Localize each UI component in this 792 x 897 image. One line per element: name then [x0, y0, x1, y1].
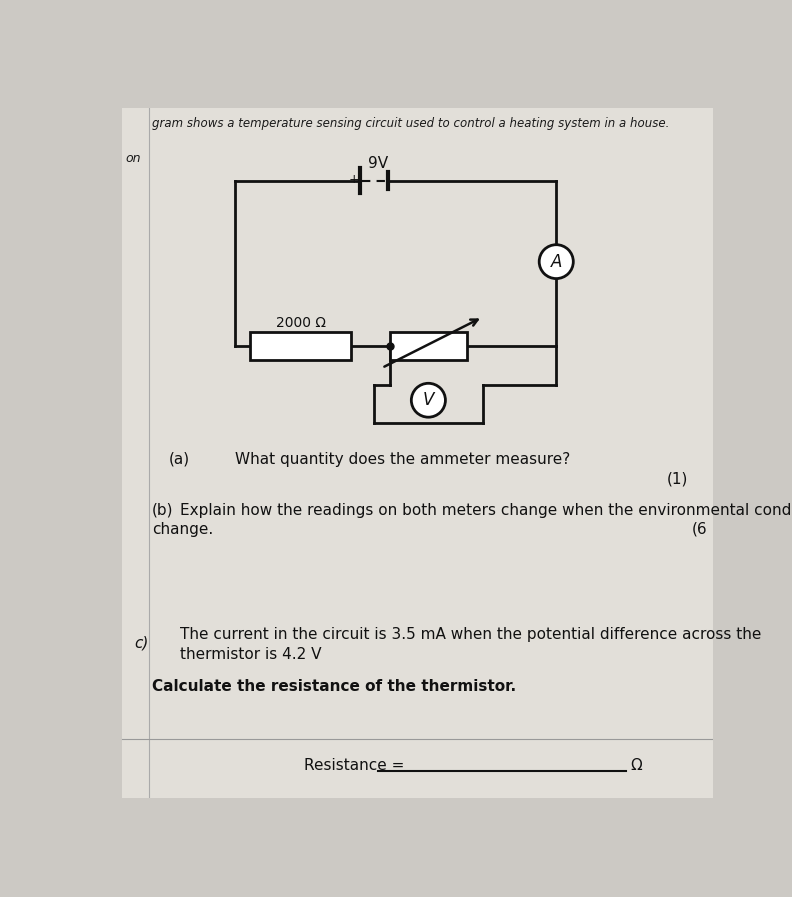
- Text: thermistor is 4.2 V: thermistor is 4.2 V: [181, 647, 322, 662]
- Circle shape: [411, 383, 445, 417]
- Text: 2000 Ω: 2000 Ω: [276, 317, 326, 330]
- Text: (6: (6: [691, 522, 707, 537]
- Text: Calculate the resistance of the thermistor.: Calculate the resistance of the thermist…: [152, 679, 516, 694]
- Text: (1): (1): [667, 471, 688, 486]
- Text: (b): (b): [152, 502, 173, 518]
- Text: 9V: 9V: [368, 155, 388, 170]
- Text: change.: change.: [152, 522, 213, 537]
- Text: gram shows a temperature sensing circuit used to control a heating system in a h: gram shows a temperature sensing circuit…: [152, 117, 669, 130]
- Text: +: +: [348, 173, 360, 186]
- Text: What quantity does the ammeter measure?: What quantity does the ammeter measure?: [234, 452, 570, 466]
- Text: V: V: [423, 391, 434, 409]
- Text: The current in the circuit is 3.5 mA when the potential difference across the: The current in the circuit is 3.5 mA whe…: [181, 627, 762, 642]
- Text: c): c): [134, 635, 148, 650]
- Circle shape: [539, 245, 573, 279]
- Text: Explain how the readings on both meters change when the environmental conditions: Explain how the readings on both meters …: [181, 502, 792, 518]
- Text: (a): (a): [169, 452, 190, 466]
- Text: Resistance =: Resistance =: [304, 758, 409, 773]
- Bar: [250, 333, 351, 361]
- Text: A: A: [550, 253, 562, 271]
- Bar: [390, 333, 467, 361]
- Text: Ω: Ω: [630, 758, 642, 773]
- Text: on: on: [125, 152, 141, 165]
